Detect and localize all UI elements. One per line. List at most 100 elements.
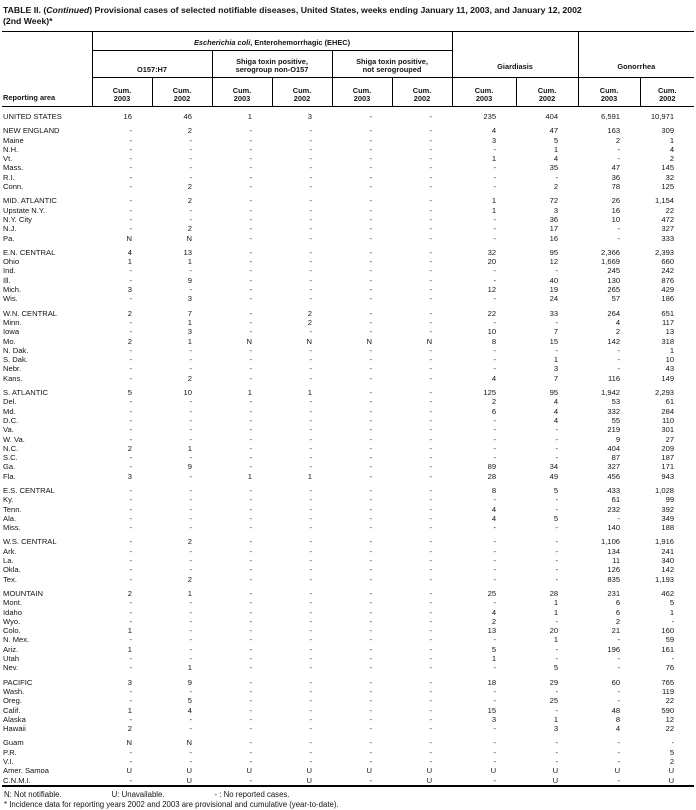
value-cell: - [555, 616, 559, 626]
value-cell: - [429, 434, 433, 444]
value-cell: - [493, 415, 497, 425]
value-cell: - [249, 163, 252, 173]
value-cell: 4 [669, 144, 675, 154]
cum-2003-header: Cum. 2003 [91, 77, 152, 107]
value-cell: U [186, 766, 192, 776]
value-cell: N [366, 336, 372, 346]
value-cell: 2 [187, 537, 192, 547]
value-cell: 6 [615, 598, 621, 608]
reporting-area-cell: W.S. CENTRAL [3, 537, 57, 547]
value-cell: 1,193 [655, 574, 675, 584]
cum-2002-header: Cum. 2002 [515, 77, 579, 107]
value-cell: - [309, 462, 312, 472]
value-cell: - [369, 406, 372, 416]
value-cell: - [189, 471, 192, 481]
value-cell: 130 [607, 275, 621, 285]
value-cell: 1 [127, 705, 132, 715]
value-cell: - [493, 425, 497, 435]
value-cell: - [493, 747, 497, 757]
value-cell: - [493, 317, 497, 327]
table-row: Md. - - - - - - 6 4 332 284 [2, 407, 694, 416]
table-row: S. Dak. - - - - - - - 1 - 10 [2, 355, 694, 364]
value-cell: 61 [611, 495, 621, 505]
value-cell: - [309, 285, 312, 295]
cum-2002-header: Cum. 2002 [271, 77, 332, 107]
value-cell: 318 [661, 336, 675, 346]
value-cell: - [129, 214, 132, 224]
value-cell: - [309, 247, 312, 257]
value-cell: - [493, 443, 497, 453]
value-cell: - [309, 415, 312, 425]
value-cell: 241 [661, 546, 675, 556]
value-cell: - [369, 616, 372, 626]
value-cell: 34 [549, 462, 559, 472]
value-cell: - [189, 626, 192, 636]
value-cell: 4 [553, 154, 559, 164]
value-cell: - [429, 406, 433, 416]
cum-2003-header: Cum. 2003 [451, 77, 517, 107]
value-cell: - [189, 415, 192, 425]
value-cell: - [189, 172, 192, 182]
value-cell: - [617, 144, 621, 154]
value-cell: - [249, 214, 252, 224]
table-row: Ark. - - - - - - - - 134 241 [2, 547, 694, 556]
reporting-area-cell: N.J. [3, 224, 17, 234]
value-cell: 116 [607, 373, 621, 383]
value-cell: - [429, 388, 433, 398]
value-cell: - [429, 462, 433, 472]
value-cell: 186 [661, 294, 675, 304]
table-row: MID. ATLANTIC - 2 - - - - 1 72 26 1,154 [2, 191, 694, 205]
value-cell: 78 [611, 182, 621, 192]
value-cell: - [429, 696, 433, 706]
value-cell: 187 [661, 453, 675, 463]
value-cell: - [309, 677, 312, 687]
value-cell: - [493, 144, 497, 154]
value-cell: - [249, 588, 252, 598]
table-row: Amer. Samoa U U U U U U U U U U [2, 766, 694, 775]
reporting-area-cell: N.Y. City [3, 214, 32, 224]
value-cell: - [309, 705, 312, 715]
o157-subgroup-header: O157:H7 [92, 50, 212, 78]
value-cell: 33 [549, 308, 559, 318]
table-row: N.Y. City - - - - - - - 36 10 472 [2, 215, 694, 224]
value-cell: - [555, 705, 559, 715]
value-cell: - [429, 317, 433, 327]
value-cell: - [309, 126, 312, 136]
value-cell: - [369, 677, 372, 687]
value-cell: 2 [615, 135, 621, 145]
value-cell: - [493, 434, 497, 444]
value-cell: 25 [487, 588, 497, 598]
value-cell: - [493, 663, 497, 673]
value-cell: 72 [549, 196, 559, 206]
value-cell: - [369, 345, 372, 355]
value-cell: - [369, 565, 372, 575]
table-row: Tenn. - - - - - - 4 - 232 392 [2, 505, 694, 514]
reporting-area-cell: Wyo. [3, 616, 21, 626]
value-cell: - [309, 355, 312, 365]
value-cell: - [309, 513, 312, 523]
table-row: Del. - - - - - - 2 4 53 61 [2, 397, 694, 406]
table-row: Upstate N.Y. - - - - - - 1 3 16 22 [2, 206, 694, 215]
value-cell: - [129, 135, 132, 145]
value-cell: - [249, 644, 252, 654]
value-cell: U [490, 766, 497, 776]
value-cell: - [369, 747, 372, 757]
reporting-area-cell: Iowa [3, 327, 20, 337]
value-cell: 4 [127, 247, 132, 257]
value-cell: - [617, 757, 621, 766]
value-cell: - [189, 495, 192, 505]
value-cell: - [249, 406, 252, 416]
value-cell: - [249, 317, 252, 327]
value-cell: - [555, 453, 559, 463]
reporting-area-cell: S. ATLANTIC [3, 388, 49, 398]
value-cell: - [617, 355, 621, 365]
value-cell: - [249, 663, 252, 673]
value-cell: - [369, 397, 372, 407]
value-cell: - [369, 626, 372, 636]
value-cell: - [189, 154, 192, 164]
value-cell: 6 [615, 607, 621, 617]
value-cell: - [309, 214, 312, 224]
value-cell: - [429, 266, 433, 276]
reporting-area-cell: Guam [3, 738, 24, 748]
value-cell: - [309, 574, 312, 584]
